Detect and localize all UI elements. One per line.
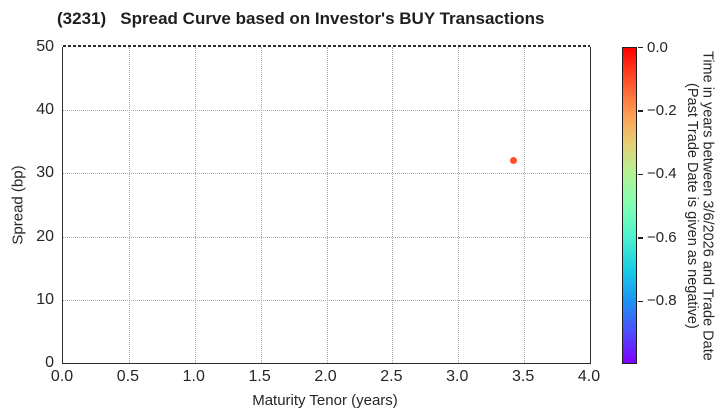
plot-area [62, 45, 591, 364]
x-gridline [524, 47, 526, 363]
colorbar-tick-label: 0.0 [647, 38, 668, 56]
x-gridline [128, 47, 130, 363]
y-gridline [63, 110, 590, 112]
x-gridline [194, 47, 196, 363]
colorbar-tick-label: −0.4 [647, 165, 677, 183]
plot-top-spine [63, 45, 590, 47]
x-gridline [260, 47, 262, 363]
colorbar-tick-mark [638, 300, 643, 302]
y-gridline [63, 236, 590, 238]
y-tick-label: 30 [36, 164, 54, 182]
x-tick-label: 3.0 [446, 368, 469, 385]
x-tick-label: 1.0 [182, 368, 205, 385]
colorbar [622, 47, 637, 364]
y-tick-label: 20 [36, 227, 54, 245]
y-tick-label: 40 [36, 101, 54, 119]
y-tick-label: 50 [36, 38, 54, 55]
colorbar-tick-mark [638, 110, 643, 112]
colorbar-tick-mark [638, 237, 643, 239]
x-axis-label: Maturity Tenor (years) [252, 392, 398, 409]
x-tick-label: 2.5 [380, 368, 403, 385]
x-tick-label: 0.0 [50, 368, 74, 385]
colorbar-label-line-1: Time in years between 3/6/2026 and Trade… [699, 50, 716, 361]
colorbar-tick-label: −0.2 [647, 101, 677, 119]
colorbar-label: Time in years between 3/6/2026 and Trade… [684, 47, 716, 364]
chart-title: (3231) Spread Curve based on Investor's … [57, 9, 545, 28]
x-tick-label: 4.0 [577, 368, 601, 385]
y-gridline [63, 299, 590, 301]
x-gridline [392, 47, 394, 363]
data-point [510, 157, 518, 165]
x-tick-label: 0.5 [116, 368, 139, 385]
x-gridline [458, 47, 460, 363]
x-tick-label: 1.5 [248, 368, 271, 385]
y-tick-label: 10 [36, 290, 54, 308]
x-gridline [326, 47, 328, 363]
y-tick-label: 0 [45, 354, 54, 371]
colorbar-tick-label: −0.6 [647, 228, 677, 246]
colorbar-tick-mark [638, 173, 643, 176]
y-gridline [63, 173, 590, 175]
x-tick-label: 2.0 [314, 368, 337, 385]
colorbar-label-line-2: (Past Trade Date is given as negative) [684, 82, 701, 329]
x-tick-label: 3.5 [512, 368, 535, 385]
colorbar-tick-label: −0.8 [647, 292, 677, 310]
colorbar-tick-mark [638, 47, 643, 49]
